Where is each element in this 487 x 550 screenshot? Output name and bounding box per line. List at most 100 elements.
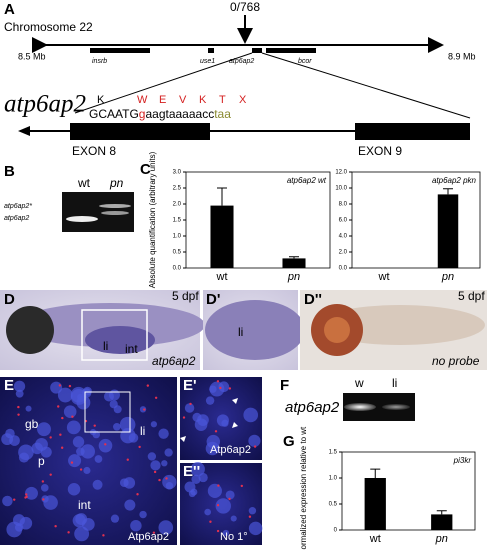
nucleus: [72, 436, 85, 448]
nucleus: [19, 516, 33, 530]
signal: [49, 436, 52, 439]
zoom-box: [84, 391, 131, 433]
signal: [70, 461, 74, 464]
y-tick-label: 0.0: [339, 266, 348, 272]
seq-part: aagtaaaaacc: [145, 107, 214, 121]
y-tick-label: 3.0: [173, 170, 182, 176]
residue: X: [239, 94, 247, 106]
nucleus: [248, 521, 263, 536]
nucleus: [139, 406, 147, 413]
signal: [41, 480, 45, 483]
nucleus: [119, 416, 136, 433]
y-tick-label: 0.5: [173, 250, 182, 256]
gene: [266, 48, 316, 53]
signal: [68, 384, 72, 388]
band-label: atp6ap2*: [4, 203, 32, 210]
gel-band: [344, 403, 376, 411]
x-tick-label: pn: [287, 271, 300, 283]
nucleus: [40, 484, 49, 492]
signal: [152, 531, 156, 534]
signal: [17, 413, 20, 416]
stain: [85, 326, 155, 354]
x-tick-label: pn: [435, 533, 448, 545]
residue: K: [97, 94, 105, 106]
nucleus: [2, 495, 13, 507]
nucleus: [67, 482, 81, 496]
y-tick-label: 1.0: [173, 234, 182, 240]
signal: [216, 529, 220, 533]
gene: [208, 48, 214, 53]
nucleus: [35, 437, 48, 451]
nucleus: [207, 483, 222, 498]
signal: [216, 380, 220, 383]
nucleus: [204, 508, 212, 516]
signal: [248, 515, 252, 518]
signal: [58, 384, 62, 387]
embryo: [15, 303, 205, 347]
nucleus: [76, 447, 85, 456]
bar: [431, 514, 453, 530]
error-bar: [289, 256, 299, 259]
stain: [205, 300, 305, 360]
nucleus: [74, 526, 90, 542]
nucleus: [164, 448, 173, 457]
signal: [216, 504, 220, 507]
signal: [49, 473, 52, 476]
signal: [214, 430, 218, 433]
residue: V: [179, 94, 187, 106]
zoom-line: [261, 52, 471, 119]
gene-label: atp6ap2: [285, 399, 340, 416]
nucleus: [218, 381, 230, 393]
zoom-line: [74, 52, 253, 114]
nucleus: [9, 435, 20, 446]
signal: [102, 534, 105, 537]
exon-label: EXON 8: [72, 144, 116, 158]
nucleus: [119, 478, 129, 488]
signal: [228, 387, 232, 390]
nucleus: [161, 460, 168, 467]
nucleus: [57, 387, 73, 403]
nucleus: [191, 474, 201, 484]
nucleus: [63, 405, 77, 418]
panel-b: B wt pn atp6ap2* atp6ap2: [4, 163, 134, 232]
nucleus: [98, 438, 113, 453]
stage: 5 dpf: [172, 289, 199, 303]
panel-label: E'': [183, 463, 200, 480]
gel-band: [66, 216, 98, 222]
panel-label: F: [280, 377, 289, 394]
nucleus: [113, 405, 122, 414]
nucleus: [158, 520, 174, 535]
nucleus: [37, 422, 51, 437]
signal: [126, 458, 129, 461]
nucleus: [150, 421, 158, 428]
chart-title: atp6ap2 pkn: [432, 176, 477, 185]
gene-label: insrb: [92, 58, 107, 65]
nucleus: [243, 407, 259, 423]
nucleus: [120, 428, 136, 444]
gel-band: [101, 211, 129, 215]
residue: E: [159, 94, 166, 106]
x-tick-label: wt: [216, 271, 228, 283]
y-tick-label: 8.0: [339, 202, 348, 208]
signal: [104, 443, 107, 446]
bar: [437, 194, 459, 268]
signal: [146, 384, 150, 387]
y-tick-label: 0: [334, 528, 338, 534]
nucleus: [50, 381, 63, 394]
error-bar: [436, 510, 447, 515]
arrowhead: [18, 126, 30, 136]
signal: [71, 415, 74, 418]
nucleus: [80, 444, 95, 459]
plot-frame: [351, 171, 481, 269]
signal: [154, 396, 158, 399]
chromosome-label: Chromosome 22: [4, 20, 93, 34]
probe: no probe: [432, 354, 480, 368]
panel-f: F w li atp6ap2 G: [280, 376, 415, 450]
y-tick-label: 10.0: [335, 186, 347, 192]
region: int: [78, 498, 91, 512]
panel-label: C: [140, 161, 151, 178]
signal: [79, 468, 83, 471]
residues: K W E V K T X: [97, 94, 247, 106]
lane-label: li: [392, 376, 397, 390]
